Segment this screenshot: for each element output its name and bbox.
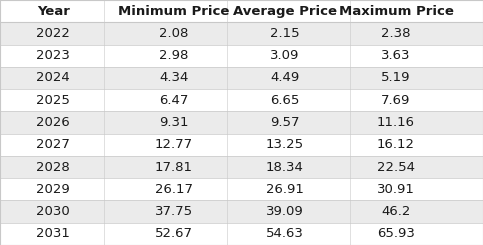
- Text: Year: Year: [37, 5, 70, 18]
- Text: 2.15: 2.15: [270, 27, 300, 40]
- Text: 2027: 2027: [36, 138, 70, 151]
- Text: 2.98: 2.98: [159, 49, 188, 62]
- Text: 54.63: 54.63: [266, 227, 304, 240]
- Text: 11.16: 11.16: [377, 116, 415, 129]
- Text: 39.09: 39.09: [266, 205, 304, 218]
- Text: Average Price: Average Price: [233, 5, 337, 18]
- Bar: [0, 156, 483, 178]
- Text: 6.47: 6.47: [159, 94, 188, 107]
- Text: Minimum Price: Minimum Price: [118, 5, 229, 18]
- Bar: [0, 89, 483, 111]
- Text: 26.91: 26.91: [266, 183, 304, 196]
- Text: 2026: 2026: [36, 116, 70, 129]
- Text: Maximum Price: Maximum Price: [339, 5, 454, 18]
- Text: 26.17: 26.17: [155, 183, 193, 196]
- Text: 2029: 2029: [36, 183, 70, 196]
- Text: 2030: 2030: [36, 205, 70, 218]
- Text: 17.81: 17.81: [155, 160, 193, 173]
- Text: 7.69: 7.69: [382, 94, 411, 107]
- Text: 3.63: 3.63: [381, 49, 411, 62]
- Text: 9.31: 9.31: [159, 116, 189, 129]
- Bar: [0, 0, 483, 22]
- Text: 13.25: 13.25: [266, 138, 304, 151]
- Text: 4.34: 4.34: [159, 72, 188, 85]
- Text: 46.2: 46.2: [382, 205, 411, 218]
- Bar: [0, 200, 483, 223]
- Text: 22.54: 22.54: [377, 160, 415, 173]
- Bar: [0, 178, 483, 200]
- Text: 65.93: 65.93: [377, 227, 415, 240]
- Text: 2023: 2023: [36, 49, 70, 62]
- Bar: [0, 223, 483, 245]
- Text: 4.49: 4.49: [270, 72, 299, 85]
- Text: 2031: 2031: [36, 227, 70, 240]
- Bar: [0, 111, 483, 134]
- Bar: [0, 134, 483, 156]
- Text: 2025: 2025: [36, 94, 70, 107]
- Text: 18.34: 18.34: [266, 160, 304, 173]
- Text: 30.91: 30.91: [377, 183, 415, 196]
- Text: 3.09: 3.09: [270, 49, 299, 62]
- Text: 16.12: 16.12: [377, 138, 415, 151]
- Text: 52.67: 52.67: [155, 227, 193, 240]
- Text: 2028: 2028: [36, 160, 70, 173]
- Text: 37.75: 37.75: [155, 205, 193, 218]
- Text: 5.19: 5.19: [381, 72, 411, 85]
- Text: 2.08: 2.08: [159, 27, 188, 40]
- Bar: [0, 67, 483, 89]
- Text: 2024: 2024: [36, 72, 70, 85]
- Text: 12.77: 12.77: [155, 138, 193, 151]
- Bar: [0, 22, 483, 45]
- Text: 2.38: 2.38: [381, 27, 411, 40]
- Bar: [0, 45, 483, 67]
- Text: 6.65: 6.65: [270, 94, 299, 107]
- Text: 2022: 2022: [36, 27, 70, 40]
- Text: 9.57: 9.57: [270, 116, 300, 129]
